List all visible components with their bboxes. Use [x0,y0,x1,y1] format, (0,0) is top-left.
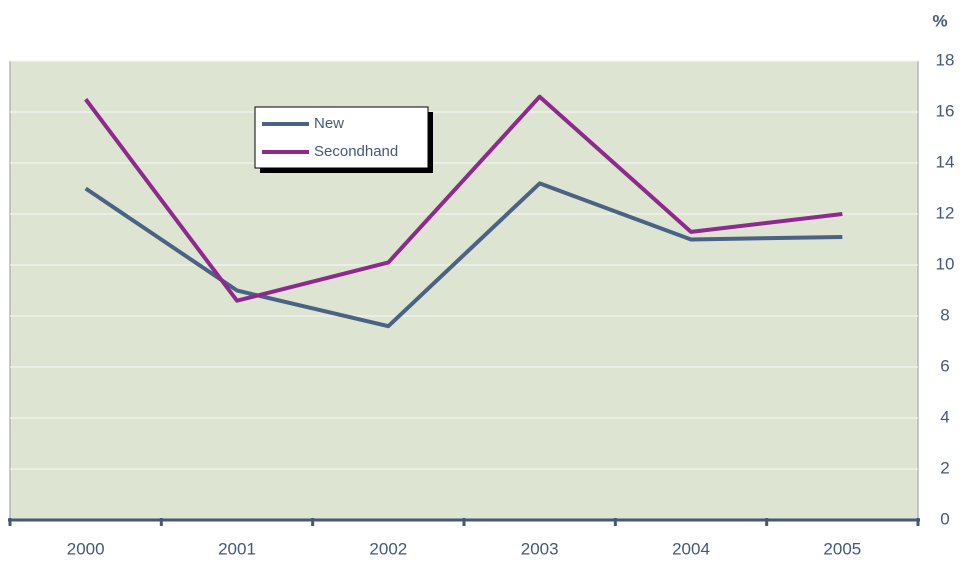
x-tick-label: 2005 [823,539,861,558]
x-tick-label: 2000 [67,539,105,558]
legend-label: Secondhand [314,143,398,160]
y-tick-label: 0 [940,509,949,528]
legend [254,106,429,169]
series-line [84,94,843,303]
y-tick-label: 2 [940,458,949,477]
plot-area [9,60,919,521]
series-line [84,181,843,329]
x-tick-label: 2003 [521,539,559,558]
y-tick-label: 18 [936,50,955,69]
y-tick-label: 14 [936,152,955,171]
y-tick-label: 10 [936,254,955,273]
x-tick-label: 2002 [369,539,407,558]
legend-label: New [314,115,344,132]
y-axis-label: % [932,11,947,30]
y-tick-label: 8 [940,305,949,324]
y-tick-label: 6 [940,356,949,375]
x-tick-label: 2004 [672,539,710,558]
y-tick-label: 16 [936,101,955,120]
y-tick-label: 12 [936,203,955,222]
x-tick-label: 2001 [218,539,256,558]
y-tick-label: 4 [940,407,949,426]
